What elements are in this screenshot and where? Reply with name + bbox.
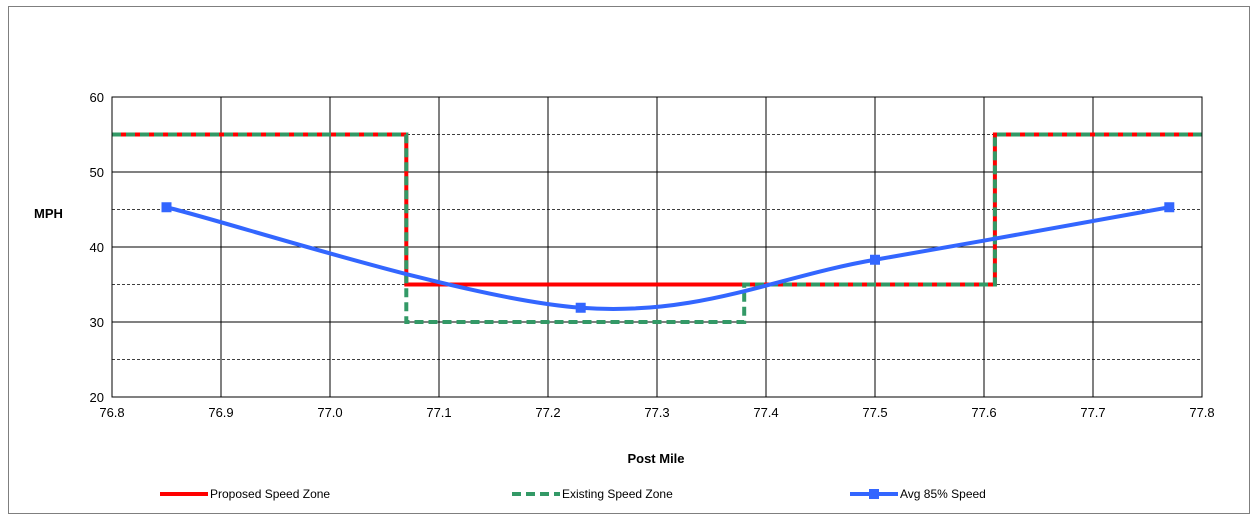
x-tick-label: 77.2: [535, 405, 560, 420]
existing-speed-zone-line: [112, 132, 1202, 324]
legend: Proposed Speed Zone Existing Speed Zone Av…: [160, 487, 986, 501]
x-tick-labels: 76.8 76.9 77.0 77.1 77.2 77.3 77.4 77.5 77.6 77.7…: [99, 405, 1214, 420]
y-axis-title: MPH: [34, 206, 63, 221]
x-tick-label: 76.9: [208, 405, 233, 420]
x-tick-label: 77.7: [1080, 405, 1105, 420]
y-tick-label: 60: [90, 90, 104, 105]
legend-avg-marker: [869, 489, 879, 499]
avg-85-speed-marker: [161, 202, 172, 213]
x-tick-label: 77.4: [753, 405, 778, 420]
legend-existing-label: Existing Speed Zone: [562, 487, 673, 501]
avg-85-speed-marker: [575, 302, 586, 313]
y-tick-labels: 20 30 40 50 60: [90, 90, 104, 405]
chart-frame: [8, 6, 1250, 514]
x-tick-label: 77.0: [317, 405, 342, 420]
x-tick-label: 77.1: [426, 405, 451, 420]
series-group: [112, 132, 1202, 324]
avg-85-speed-marker: [1164, 202, 1175, 213]
legend-proposed-label: Proposed Speed Zone: [210, 487, 330, 501]
plot-border: [111, 96, 1203, 398]
y-tick-label: 30: [90, 315, 104, 330]
grid-lines: [111, 96, 1203, 398]
y-tick-label: 50: [90, 165, 104, 180]
x-axis-title: Post Mile: [627, 451, 684, 466]
x-tick-label: 77.5: [862, 405, 887, 420]
y-tick-label: 40: [90, 240, 104, 255]
x-tick-label: 77.8: [1189, 405, 1214, 420]
x-tick-label: 76.8: [99, 405, 124, 420]
y-tick-label: 20: [90, 390, 104, 405]
avg-85-speed-marker: [870, 254, 880, 265]
legend-avg-label: Avg 85% Speed: [900, 487, 986, 501]
x-tick-label: 77.6: [971, 405, 996, 420]
avg-85-speed-line: [166, 205, 1170, 311]
x-tick-label: 77.3: [644, 405, 669, 420]
